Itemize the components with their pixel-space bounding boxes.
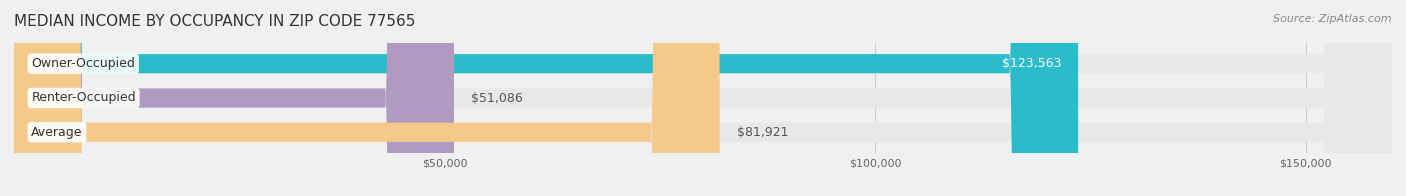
- Text: $123,563: $123,563: [1001, 57, 1062, 70]
- FancyBboxPatch shape: [14, 0, 454, 196]
- Text: MEDIAN INCOME BY OCCUPANCY IN ZIP CODE 77565: MEDIAN INCOME BY OCCUPANCY IN ZIP CODE 7…: [14, 14, 415, 29]
- Text: Owner-Occupied: Owner-Occupied: [31, 57, 135, 70]
- FancyBboxPatch shape: [14, 0, 1392, 196]
- Text: $51,086: $51,086: [471, 92, 523, 104]
- Text: Average: Average: [31, 126, 83, 139]
- FancyBboxPatch shape: [14, 0, 720, 196]
- FancyBboxPatch shape: [14, 0, 1392, 196]
- Text: Source: ZipAtlas.com: Source: ZipAtlas.com: [1274, 14, 1392, 24]
- FancyBboxPatch shape: [14, 0, 1392, 196]
- Text: $81,921: $81,921: [737, 126, 789, 139]
- Text: Renter-Occupied: Renter-Occupied: [31, 92, 136, 104]
- FancyBboxPatch shape: [14, 0, 1078, 196]
